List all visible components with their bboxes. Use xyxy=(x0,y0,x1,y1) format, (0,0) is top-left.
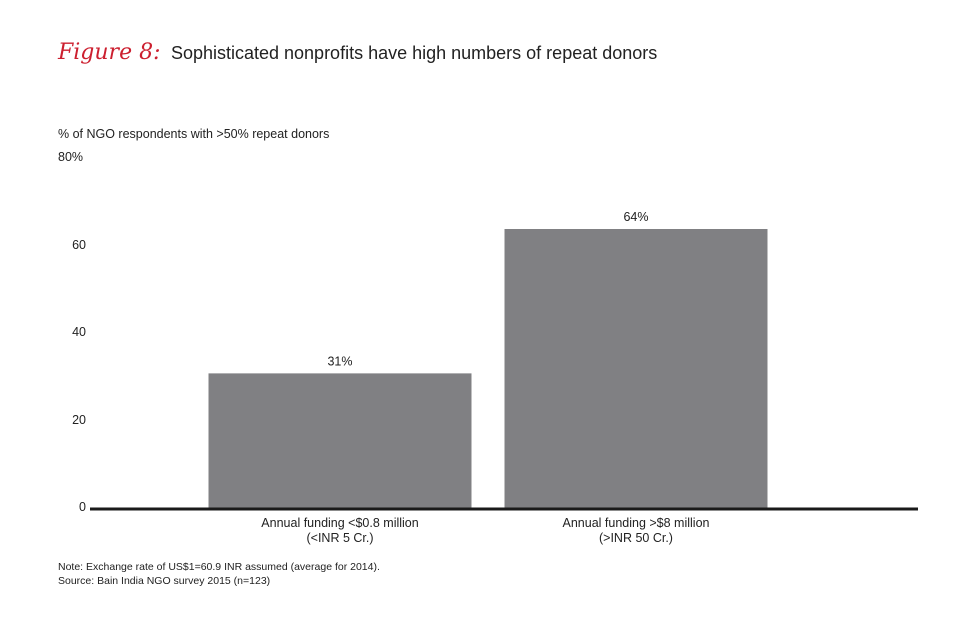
y-tick-label: 60 xyxy=(72,237,86,252)
y-tick-label: 40 xyxy=(72,325,86,339)
figure-title: Figure 8: Sophisticated nonprofits have … xyxy=(58,40,657,74)
y-axis-label: % of NGO respondents with >50% repeat do… xyxy=(58,127,330,141)
bar-data-label-1: 31% xyxy=(327,354,352,368)
figure-label: Figure 8: xyxy=(58,40,161,65)
bar-2 xyxy=(504,229,768,509)
x-category-label-1-line-1: Annual funding <$0.8 million xyxy=(261,516,418,530)
bar-data-label-2: 64% xyxy=(623,210,648,224)
x-category-label-2-line-1: Annual funding >$8 million xyxy=(563,516,710,530)
x-category-label-1-line-2: (<INR 5 Cr.) xyxy=(306,531,373,545)
figure-title-text: Sophisticated nonprofits have high numbe… xyxy=(170,43,658,63)
exchange-rate-note: Note: Exchange rate of US$1=60.9 INR ass… xyxy=(58,561,380,573)
y-tick-label: 0 xyxy=(79,500,86,514)
y-tick-label: 80% xyxy=(58,150,84,164)
y-tick-label: 20 xyxy=(72,412,86,427)
source-note: Source: Bain India NGO survey 2015 (n=12… xyxy=(58,575,271,587)
bar-1 xyxy=(208,373,472,509)
x-category-label-2-line-2: (>INR 50 Cr.) xyxy=(599,531,673,545)
